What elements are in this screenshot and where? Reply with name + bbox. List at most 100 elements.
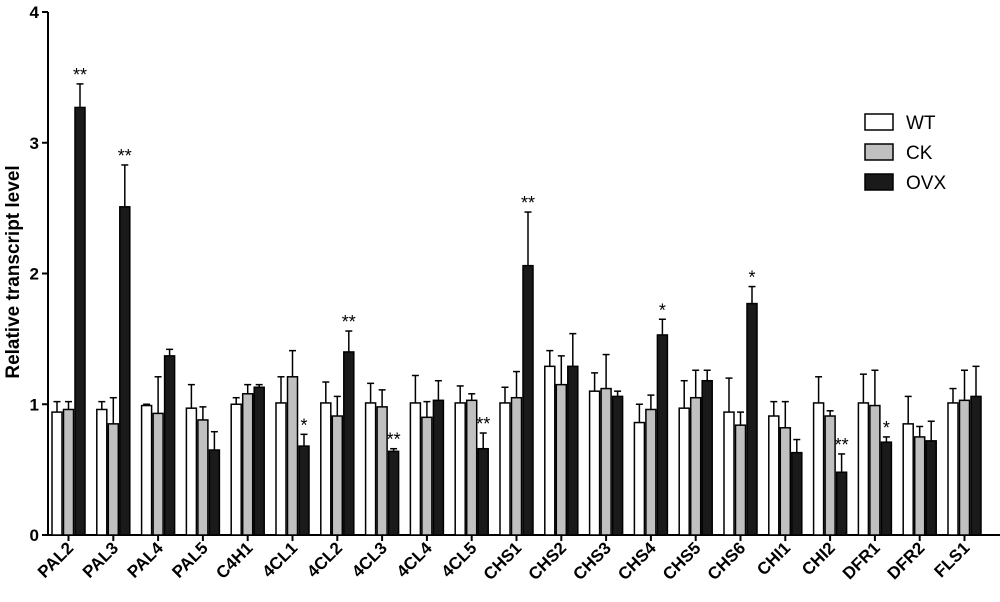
bar-ck-fls1	[958, 399, 971, 536]
bar-ck-dfr1	[869, 404, 881, 536]
bar-ck-4cl2	[331, 415, 344, 536]
legend-swatch-wt	[864, 113, 894, 131]
x-tick-label-chs6: CHS6	[704, 538, 750, 584]
legend-swatch-ck	[864, 143, 894, 161]
y-axis-label: Relative transcript level	[3, 165, 24, 378]
bar-wt-dfr2	[902, 423, 914, 536]
significance-marker: *	[659, 300, 666, 320]
x-tick-label-dfr2: DFR2	[884, 538, 929, 583]
bar-wt-chs5	[678, 407, 690, 536]
bar-ck-dfr2	[913, 436, 926, 536]
x-tick-label-4cl2: 4CL2	[303, 538, 346, 581]
bar-ck-chi2	[824, 415, 836, 536]
bar-ovx-pal5	[208, 449, 221, 536]
bar-ck-chi1	[779, 427, 792, 536]
legend-label-ck: CK	[906, 143, 933, 164]
bar-wt-4cl2	[320, 402, 332, 536]
bar-ovx-pal2	[74, 106, 86, 536]
bar-ck-pal2	[62, 408, 75, 536]
bar-ovx-chs1	[522, 264, 534, 536]
bar-ovx-chs6	[746, 302, 758, 536]
y-tick-label: 4	[30, 3, 40, 22]
bar-wt-pal2	[51, 411, 63, 536]
x-tick-label-chs5: CHS5	[659, 538, 705, 584]
bar-ovx-chs3	[611, 395, 624, 536]
y-tick-label: 1	[30, 395, 39, 414]
bar-ck-chs4	[645, 408, 657, 536]
x-tick-label-chi2: CHI2	[798, 538, 839, 579]
bar-ovx-4cl1	[298, 445, 310, 536]
x-tick-label-chs1: CHS1	[480, 538, 526, 584]
bar-ovx-chi2	[835, 471, 848, 536]
significance-marker: *	[300, 415, 307, 435]
x-tick-label-4cl5: 4CL5	[438, 538, 481, 581]
bar-wt-chs4	[633, 421, 646, 536]
bar-wt-chi2	[812, 402, 825, 536]
bar-ovx-dfr2	[925, 440, 937, 536]
bar-ck-c4h1	[241, 393, 254, 536]
bar-wt-4cl4	[409, 402, 422, 536]
bar-ovx-fls1	[970, 395, 982, 536]
x-tick-label-fls1: FLS1	[931, 538, 974, 581]
y-tick-label: 0	[30, 526, 39, 545]
significance-marker: **	[521, 193, 535, 213]
legend-label-ovx: OVX	[906, 173, 946, 194]
legend-label-wt: WT	[906, 113, 936, 134]
bar-ovx-chs4	[656, 334, 669, 536]
bar-ck-4cl5	[465, 399, 478, 536]
x-tick-label-dfr1: DFR1	[839, 538, 884, 583]
bar-ck-4cl4	[421, 416, 433, 536]
x-tick-label-pal4: PAL4	[124, 538, 168, 582]
bar-wt-fls1	[947, 402, 959, 536]
bar-ck-chs1	[510, 396, 523, 536]
x-tick-label-pal5: PAL5	[168, 538, 211, 581]
x-tick-label-chi1: CHI1	[753, 538, 794, 579]
bars-group: ******************	[51, 65, 982, 536]
significance-marker: **	[342, 312, 356, 332]
bar-ck-chs6	[734, 424, 747, 536]
bar-ovx-pal3	[119, 206, 131, 536]
significance-marker: **	[118, 146, 132, 166]
y-axis: 0 1 2 3 4	[30, 3, 49, 545]
y-tick-label: 2	[30, 265, 39, 284]
significance-marker: **	[73, 65, 87, 85]
x-tick-label-4cl4: 4CL4	[393, 538, 436, 581]
x-tick-label-pal2: PAL2	[34, 538, 77, 581]
bar-ovx-4cl4	[432, 399, 445, 536]
bar-ovx-dfr1	[880, 441, 893, 536]
bar-ck-4cl1	[286, 376, 299, 536]
significance-marker: **	[387, 430, 401, 450]
bar-ovx-c4h1	[253, 386, 265, 536]
bar-ovx-4cl5	[477, 447, 489, 536]
x-tick-label-c4h1: C4H1	[212, 538, 256, 582]
bar-wt-pal3	[96, 408, 108, 536]
significance-marker: *	[748, 268, 755, 288]
bar-ck-pal4	[152, 412, 164, 536]
bar-wt-4cl1	[275, 402, 287, 536]
x-tick-label-chs4: CHS4	[614, 538, 660, 584]
legend-swatch-ovx	[864, 173, 894, 191]
bar-wt-chs1	[499, 402, 511, 536]
bar-ck-chs5	[689, 396, 702, 536]
bar-ovx-chs5	[701, 379, 713, 536]
bar-wt-pal4	[140, 404, 153, 536]
bar-wt-4cl3	[364, 402, 377, 536]
bar-ck-pal5	[197, 419, 209, 536]
x-axis: PAL2 PAL3 PAL4 PAL5 C4H1 4CL1 4CL2 4CL3 4CL4 4CL5…	[34, 534, 1000, 584]
x-tick-label-chs2: CHS2	[525, 538, 571, 584]
bar-ovx-4cl2	[343, 351, 355, 536]
bar-wt-chs6	[723, 411, 735, 536]
significance-marker: *	[883, 418, 890, 438]
x-tick-label-4cl3: 4CL3	[348, 538, 391, 581]
bar-ck-4cl3	[376, 406, 388, 536]
bar-wt-chs2	[544, 365, 556, 536]
bar-ovx-chs2	[567, 365, 579, 536]
significance-marker: **	[476, 414, 490, 434]
bar-wt-chs3	[588, 390, 601, 536]
x-tick-label-4cl1: 4CL1	[258, 538, 301, 581]
x-tick-label-pal3: PAL3	[79, 538, 122, 581]
bar-ck-pal3	[107, 423, 120, 536]
bar-wt-chi1	[768, 415, 780, 536]
